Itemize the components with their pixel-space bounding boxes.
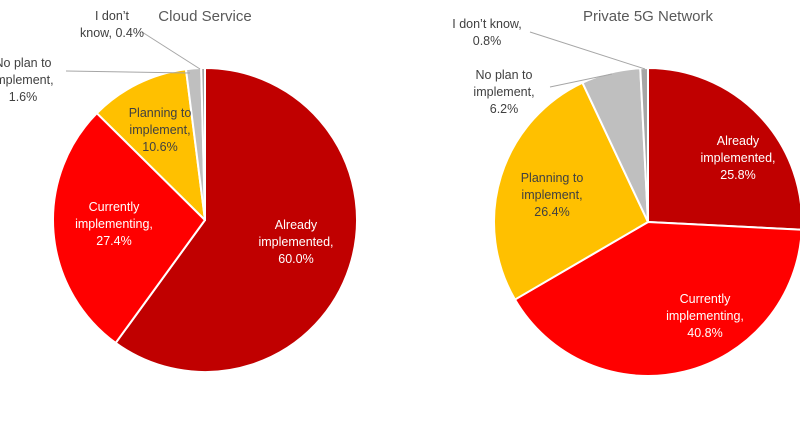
chart-title: Cloud Service: [158, 8, 251, 25]
pie-slice-i-don-t-know: [639, 66, 649, 223]
pie-slice-currently-implementing: [52, 112, 206, 344]
chart-title: Private 5G Network: [583, 8, 714, 25]
pie-slice-already-implemented: [114, 67, 358, 373]
leader-line: [141, 31, 201, 70]
pie-slice-planning-to-implement: [95, 68, 206, 221]
pie-slice-currently-implementing: [513, 221, 800, 377]
pie-slice-already-implemented: [647, 67, 800, 231]
data-label: Planning to implement, 10.6%: [129, 106, 192, 154]
data-label: Already implemented, 60.0%: [258, 218, 333, 266]
data-label: No plan to implement, 6.2%: [473, 68, 534, 116]
data-label: I don’t know, 0.8%: [452, 17, 522, 48]
pie-slice-planning-to-implement: [493, 81, 649, 301]
data-label: Currently implementing, 40.8%: [666, 292, 744, 340]
leader-line: [549, 73, 613, 88]
pie-slice-i-don-t-know: [200, 67, 206, 221]
leader-line: [65, 70, 191, 74]
data-label: Planning to implement, 26.4%: [521, 171, 584, 219]
pie-chart-2: Private 5G Network Already implemented, 25.…: [452, 8, 800, 377]
data-label: Already implemented, 25.8%: [700, 134, 775, 182]
pie-chart-1: Cloud Service Already implemented, 60.0% Cur…: [0, 8, 358, 373]
data-label: I don’t know, 0.4%: [80, 9, 144, 40]
data-label: Currently implementing, 27.4%: [75, 200, 153, 248]
leader-line: [529, 31, 646, 70]
